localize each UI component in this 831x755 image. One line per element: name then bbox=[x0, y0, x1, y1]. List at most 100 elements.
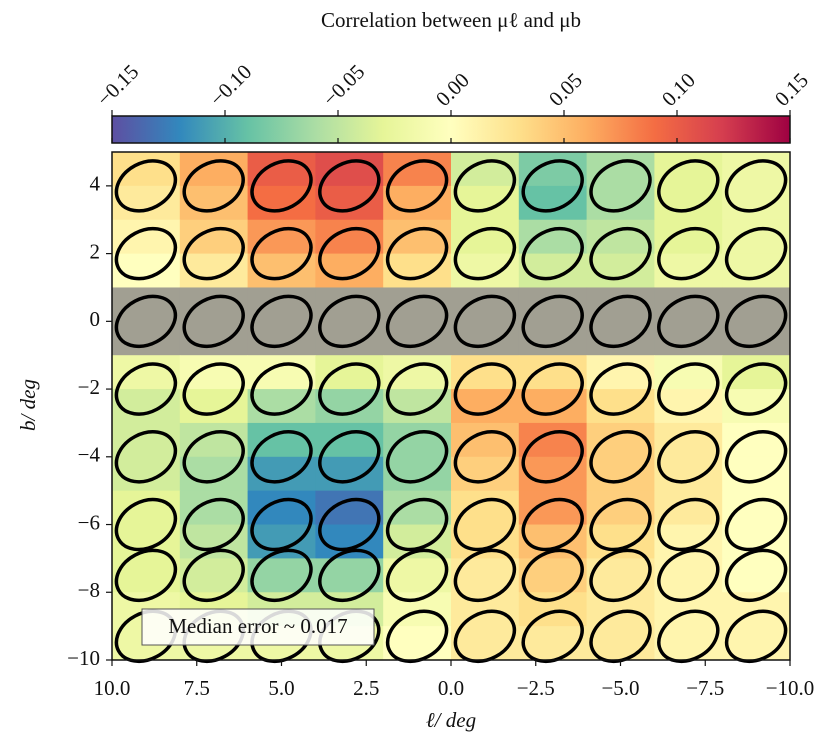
error-ellipse bbox=[724, 609, 788, 664]
heatmap-cell bbox=[383, 287, 452, 322]
error-ellipse bbox=[589, 430, 652, 484]
heatmap-cell bbox=[722, 152, 791, 187]
heatmap-cell bbox=[451, 490, 520, 526]
error-ellipse bbox=[318, 430, 381, 484]
error-ellipse bbox=[114, 159, 178, 213]
heatmap-cell bbox=[518, 185, 588, 221]
heatmap-cell bbox=[315, 287, 384, 322]
heatmap-cell bbox=[654, 592, 723, 627]
heatmap-cell bbox=[315, 389, 384, 424]
heatmap-cell bbox=[586, 321, 655, 356]
heatmap-cell bbox=[112, 422, 181, 458]
heatmap-cell bbox=[586, 592, 655, 627]
error-ellipse bbox=[250, 226, 313, 281]
heatmap-cell bbox=[722, 219, 791, 255]
heatmap-cell bbox=[722, 355, 791, 390]
error-ellipse bbox=[657, 294, 720, 349]
error-ellipse bbox=[182, 159, 245, 213]
x-tick-label: 10.0 bbox=[94, 676, 131, 700]
heatmap-cell bbox=[654, 219, 723, 255]
heatmap-cell bbox=[518, 389, 588, 424]
error-ellipse bbox=[318, 294, 381, 349]
colorbar-tick-label: 0.10 bbox=[657, 68, 700, 111]
heatmap-cell bbox=[722, 490, 791, 526]
heatmap-cell bbox=[451, 152, 520, 187]
y-tick-label: 2 bbox=[90, 239, 101, 263]
error-ellipse bbox=[657, 159, 720, 213]
heatmap-cell bbox=[586, 456, 655, 492]
heatmap-cell bbox=[315, 219, 384, 255]
y-tick-label: −4 bbox=[78, 443, 101, 467]
heatmap-cell bbox=[654, 456, 723, 492]
annotation: Median error ~ 0.017 bbox=[168, 614, 347, 638]
x-tick-label: −5.0 bbox=[601, 676, 639, 700]
error-ellipse bbox=[182, 497, 245, 552]
heatmap-cell bbox=[518, 456, 588, 492]
error-ellipse bbox=[521, 362, 584, 416]
heatmap-cell bbox=[451, 185, 520, 221]
error-ellipse bbox=[318, 159, 381, 213]
error-ellipse bbox=[724, 294, 788, 349]
x-tick-label: −10.0 bbox=[766, 676, 815, 700]
error-ellipse bbox=[250, 159, 313, 213]
heatmap-cell bbox=[179, 185, 249, 221]
heatmap-cell bbox=[179, 321, 249, 356]
heatmap-cell bbox=[383, 490, 452, 526]
colorbar-tick-label: 0.15 bbox=[770, 68, 813, 111]
error-ellipse bbox=[385, 294, 449, 349]
heatmap-cell bbox=[315, 253, 384, 288]
x-tick-label: −2.5 bbox=[517, 676, 555, 700]
heatmap-cell bbox=[586, 389, 655, 424]
heatmap-cell bbox=[518, 592, 588, 627]
heatmap-cell bbox=[247, 152, 316, 187]
error-ellipse bbox=[385, 548, 449, 603]
heatmap-cell bbox=[451, 422, 520, 458]
x-tick-label: 2.5 bbox=[353, 676, 379, 700]
error-ellipse bbox=[318, 548, 381, 603]
y-tick-label: −8 bbox=[78, 578, 100, 602]
heatmap-cell bbox=[112, 456, 181, 492]
heatmap-cell bbox=[383, 152, 452, 187]
error-ellipse bbox=[521, 430, 584, 484]
error-ellipse bbox=[453, 497, 517, 552]
heatmap-cell bbox=[451, 287, 520, 322]
heatmap-cell bbox=[722, 456, 791, 492]
y-tick-label: −6 bbox=[78, 510, 100, 534]
heatmap-cell bbox=[383, 219, 452, 255]
error-ellipse bbox=[724, 159, 788, 213]
heatmap-cell bbox=[315, 185, 384, 221]
y-tick-label: 0 bbox=[90, 307, 101, 331]
colorbar-tick-label: −0.15 bbox=[92, 60, 143, 111]
heatmap-cell bbox=[179, 456, 249, 492]
heatmap-cell bbox=[112, 355, 181, 390]
error-ellipse bbox=[318, 362, 381, 416]
error-ellipse bbox=[250, 294, 313, 349]
heatmap-cell bbox=[722, 185, 791, 221]
error-ellipse bbox=[114, 226, 178, 281]
error-ellipse bbox=[385, 497, 449, 552]
colorbar-label: Correlation between μℓ and μb bbox=[321, 8, 581, 32]
heatmap-cell bbox=[451, 321, 520, 356]
heatmap-cell bbox=[112, 389, 181, 424]
y-tick-label: 4 bbox=[90, 172, 101, 196]
error-ellipse bbox=[657, 430, 720, 484]
error-ellipse bbox=[589, 497, 652, 552]
error-ellipse bbox=[453, 609, 517, 664]
error-ellipse bbox=[250, 430, 313, 484]
error-ellipse bbox=[657, 497, 720, 552]
heatmap-cell bbox=[586, 422, 655, 458]
heatmap-cell bbox=[451, 389, 520, 424]
error-ellipse bbox=[724, 430, 788, 484]
error-ellipse bbox=[453, 159, 517, 213]
heatmap-cell bbox=[722, 422, 791, 458]
error-ellipse bbox=[318, 226, 381, 281]
error-ellipse bbox=[521, 548, 584, 603]
heatmap-cell bbox=[315, 456, 384, 492]
error-ellipse bbox=[453, 294, 517, 349]
heatmap-cell bbox=[112, 152, 181, 187]
heatmap-cell bbox=[518, 287, 588, 322]
heatmap-cell bbox=[518, 422, 588, 458]
heatmap-cell bbox=[654, 422, 723, 458]
error-ellipse bbox=[589, 609, 652, 664]
